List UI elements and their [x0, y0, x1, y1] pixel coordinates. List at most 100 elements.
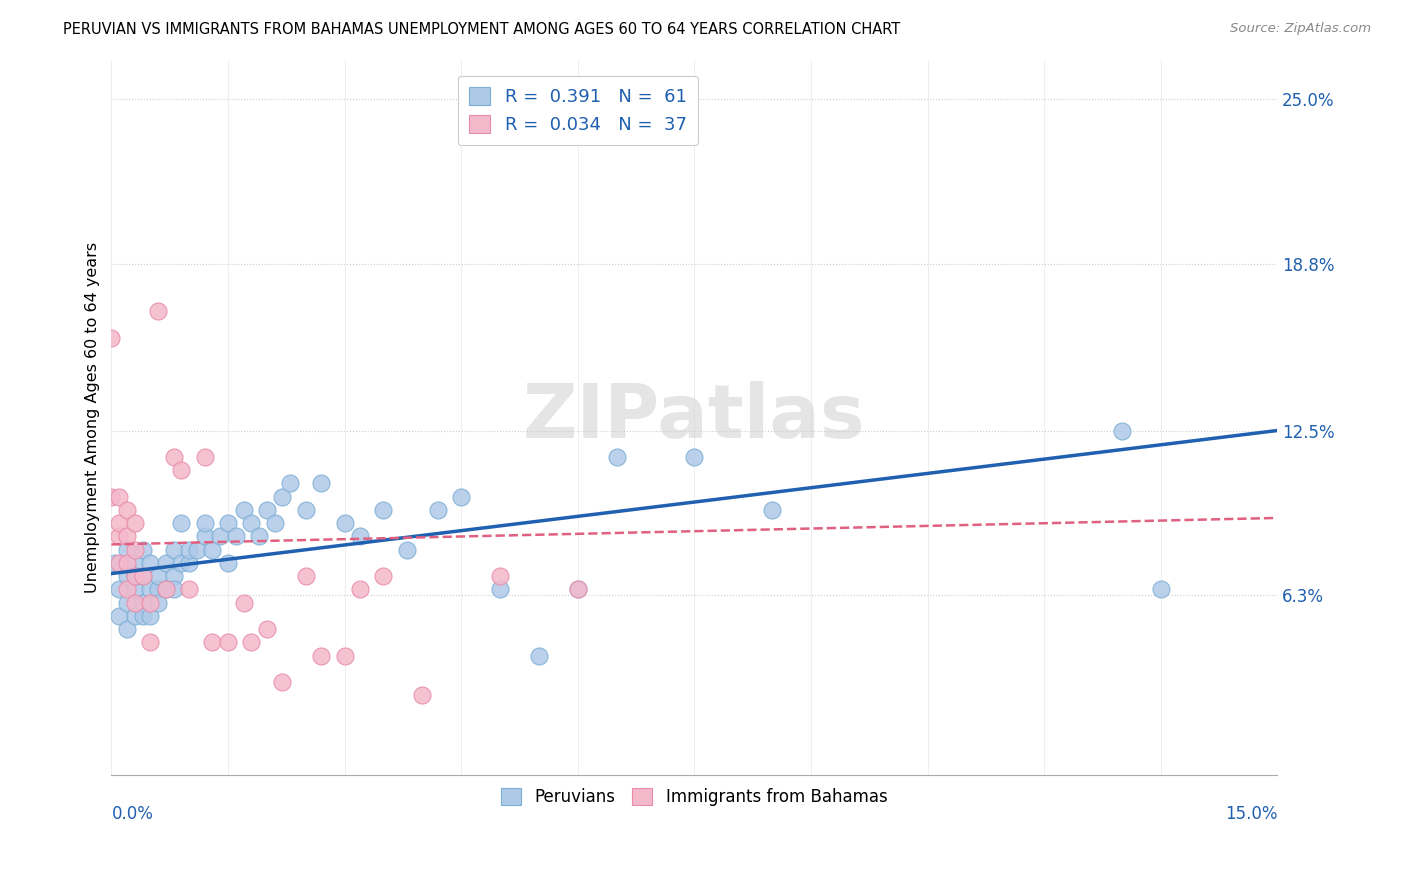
Point: [179, 542, 201, 557]
Point: [489, 582, 512, 597]
Point: [271, 675, 294, 690]
Point: [115, 542, 138, 557]
Legend: Peruvians, Immigrants from Bahamas: Peruvians, Immigrants from Bahamas: [495, 781, 894, 814]
Point: [170, 516, 193, 531]
Point: [333, 516, 356, 531]
Point: [115, 529, 138, 543]
Point: [333, 648, 356, 663]
Point: [131, 609, 153, 624]
Point: [115, 556, 138, 570]
Text: Source: ZipAtlas.com: Source: ZipAtlas.com: [1230, 22, 1371, 36]
Point: [247, 529, 270, 543]
Point: [139, 582, 162, 597]
Point: [115, 622, 138, 636]
Point: [256, 503, 278, 517]
Point: [124, 582, 146, 597]
Point: [108, 609, 131, 624]
Point: [567, 582, 589, 597]
Point: [162, 450, 184, 464]
Point: [162, 569, 184, 583]
Point: [146, 569, 169, 583]
Point: [186, 542, 208, 557]
Point: [271, 490, 294, 504]
Point: [162, 582, 184, 597]
Point: [240, 635, 263, 649]
Point: [194, 529, 217, 543]
Point: [263, 516, 285, 531]
Point: [217, 635, 239, 649]
Point: [139, 635, 162, 649]
Point: [124, 596, 146, 610]
Point: [124, 569, 146, 583]
Point: [131, 542, 153, 557]
Point: [100, 490, 122, 504]
Point: [124, 569, 146, 583]
Point: [155, 582, 177, 597]
Y-axis label: Unemployment Among Ages 60 to 64 years: Unemployment Among Ages 60 to 64 years: [86, 242, 100, 593]
Point: [155, 582, 177, 597]
Point: [179, 556, 201, 570]
Point: [256, 622, 278, 636]
Point: [162, 542, 184, 557]
Point: [108, 556, 131, 570]
Point: [278, 476, 301, 491]
Point: [606, 450, 628, 464]
Point: [131, 596, 153, 610]
Point: [155, 556, 177, 570]
Point: [115, 582, 138, 597]
Point: [294, 503, 316, 517]
Point: [294, 569, 316, 583]
Point: [108, 516, 131, 531]
Point: [108, 529, 131, 543]
Point: [309, 476, 332, 491]
Point: [146, 596, 169, 610]
Point: [170, 463, 193, 477]
Point: [124, 516, 146, 531]
Point: [115, 503, 138, 517]
Point: [139, 596, 162, 610]
Point: [146, 304, 169, 318]
Point: [194, 516, 217, 531]
Point: [567, 582, 589, 597]
Point: [115, 569, 138, 583]
Point: [179, 582, 201, 597]
Point: [489, 569, 512, 583]
Point: [131, 569, 153, 583]
Point: [683, 450, 706, 464]
Point: [104, 556, 127, 570]
Point: [131, 569, 153, 583]
Point: [232, 503, 254, 517]
Point: [225, 529, 247, 543]
Point: [170, 556, 193, 570]
Point: [124, 542, 146, 557]
Point: [411, 689, 433, 703]
Point: [201, 542, 224, 557]
Point: [194, 450, 217, 464]
Point: [115, 596, 138, 610]
Point: [232, 596, 254, 610]
Point: [527, 648, 550, 663]
Point: [100, 331, 122, 345]
Point: [209, 529, 232, 543]
Point: [761, 503, 783, 517]
Point: [139, 556, 162, 570]
Point: [124, 609, 146, 624]
Point: [349, 529, 371, 543]
Text: ZIPatlas: ZIPatlas: [523, 381, 866, 454]
Point: [240, 516, 263, 531]
Point: [349, 582, 371, 597]
Point: [108, 582, 131, 597]
Point: [426, 503, 449, 517]
Point: [309, 648, 332, 663]
Point: [395, 542, 418, 557]
Point: [373, 503, 395, 517]
Text: 0.0%: 0.0%: [111, 805, 153, 823]
Text: 15.0%: 15.0%: [1225, 805, 1277, 823]
Point: [124, 556, 146, 570]
Point: [108, 490, 131, 504]
Point: [217, 516, 239, 531]
Point: [450, 490, 472, 504]
Point: [139, 609, 162, 624]
Point: [217, 556, 239, 570]
Point: [146, 582, 169, 597]
